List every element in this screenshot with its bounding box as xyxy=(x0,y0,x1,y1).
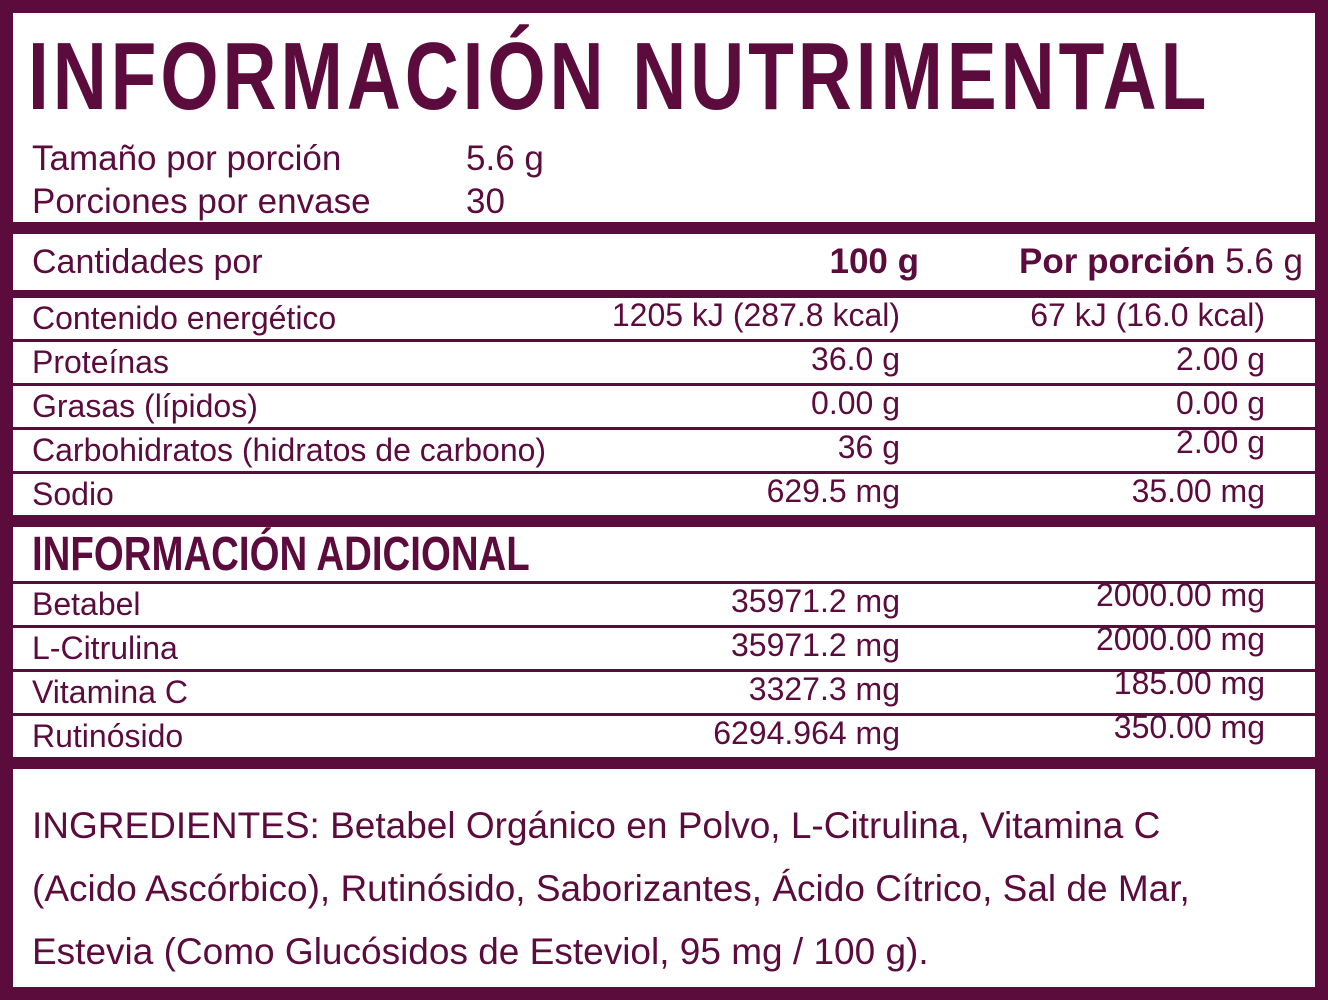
row-separator xyxy=(13,713,1315,716)
servings-per-container-value: 30 xyxy=(466,181,505,221)
table-row: Contenido energético 1205 kJ (287.8 kcal… xyxy=(13,297,1315,339)
serving-size-value: 5.6 g xyxy=(466,138,544,178)
column-header-portion-value: 5.6 g xyxy=(1225,242,1303,281)
nutrition-table-section: Cantidades por 100 g Por porción 5.6 g C… xyxy=(13,234,1315,515)
row-value-100g: 0.00 g xyxy=(811,385,900,421)
table-row: Sodio 629.5 mg 35.00 mg xyxy=(13,473,1315,515)
title-section: INFORMACIÓN NUTRIMENTAL Tamaño por porci… xyxy=(13,13,1315,222)
row-value-100g: 6294.964 mg xyxy=(713,715,900,751)
table-row: Vitamina C 3327.3 mg 185.00 mg xyxy=(13,665,1315,713)
row-separator xyxy=(13,339,1315,342)
section-divider xyxy=(13,757,1315,769)
row-value-100g: 1205 kJ (287.8 kcal) xyxy=(611,297,900,333)
row-value-portion: 2000.00 mg xyxy=(1095,621,1265,657)
ingredients-text: INGREDIENTES: Betabel Orgánico en Polvo,… xyxy=(32,805,1190,972)
row-label: Proteínas xyxy=(32,344,169,380)
row-value-100g: 3327.3 mg xyxy=(748,671,900,707)
row-value-100g: 35971.2 mg xyxy=(730,583,900,619)
table-row: Rutinósido 6294.964 mg 350.00 mg xyxy=(13,709,1315,757)
row-value-portion: 350.00 mg xyxy=(1113,709,1265,745)
row-value-portion: 35.00 mg xyxy=(1131,473,1265,509)
row-label: Carbohidratos (hidratos de carbono) xyxy=(32,432,547,468)
row-value-portion: 185.00 mg xyxy=(1113,665,1265,701)
row-label: L-Citrulina xyxy=(32,630,178,666)
row-separator xyxy=(13,471,1315,474)
table-header-row: Cantidades por 100 g Por porción 5.6 g xyxy=(13,234,1315,290)
table-row: Grasas (lípidos) 0.00 g 0.00 g xyxy=(13,385,1315,427)
serving-info: Tamaño por porción 5.6 g Porciones por e… xyxy=(32,137,1315,222)
row-label: Grasas (lípidos) xyxy=(32,388,258,424)
row-value-100g: 629.5 mg xyxy=(766,473,900,509)
header-separator xyxy=(13,290,1315,298)
row-value-portion: 0.00 g xyxy=(1176,385,1265,421)
additional-info-section: INFORMACIÓN ADICIONAL Betabel 35971.2 mg… xyxy=(13,527,1315,757)
table-row: Betabel 35971.2 mg 2000.00 mg xyxy=(13,577,1315,625)
row-separator xyxy=(13,427,1315,430)
table-row: L-Citrulina 35971.2 mg 2000.00 mg xyxy=(13,621,1315,669)
page-title: INFORMACIÓN NUTRIMENTAL xyxy=(28,23,1211,130)
column-header-100g: 100 g xyxy=(829,242,920,281)
section-divider xyxy=(13,222,1315,234)
serving-size-label: Tamaño por porción xyxy=(32,138,342,178)
table-row: Proteínas 36.0 g 2.00 g xyxy=(13,341,1315,383)
row-value-100g: 35971.2 mg xyxy=(730,627,900,663)
servings-per-container-label: Porciones por envase xyxy=(32,181,371,221)
column-header-amounts: Cantidades por xyxy=(32,242,263,281)
row-value-100g: 36 g xyxy=(837,429,900,465)
row-label: Rutinósido xyxy=(32,718,184,754)
row-label: Sodio xyxy=(32,476,114,512)
row-value-100g: 36.0 g xyxy=(811,341,900,377)
row-separator xyxy=(13,581,1315,584)
table-row: Carbohidratos (hidratos de carbono) 36 g… xyxy=(13,424,1315,471)
additional-info-title: INFORMACIÓN ADICIONAL xyxy=(32,528,530,581)
column-header-portion: Por porción 5.6 g xyxy=(938,242,1315,282)
column-header-portion-bold: Por porción xyxy=(1019,242,1216,281)
section-divider xyxy=(13,515,1315,527)
row-label: Betabel xyxy=(32,586,141,622)
row-label: Contenido energético xyxy=(32,300,337,336)
ingredients-section: INGREDIENTES: Betabel Orgánico en Polvo,… xyxy=(13,769,1315,987)
row-value-portion: 67 kJ (16.0 kcal) xyxy=(1030,297,1265,333)
row-separator xyxy=(13,383,1315,386)
row-value-portion: 2.00 g xyxy=(1176,424,1265,460)
row-value-portion: 2.00 g xyxy=(1176,341,1265,377)
row-separator xyxy=(13,669,1315,672)
row-label: Vitamina C xyxy=(32,674,188,710)
row-separator xyxy=(13,625,1315,628)
row-value-portion: 2000.00 mg xyxy=(1095,577,1265,613)
